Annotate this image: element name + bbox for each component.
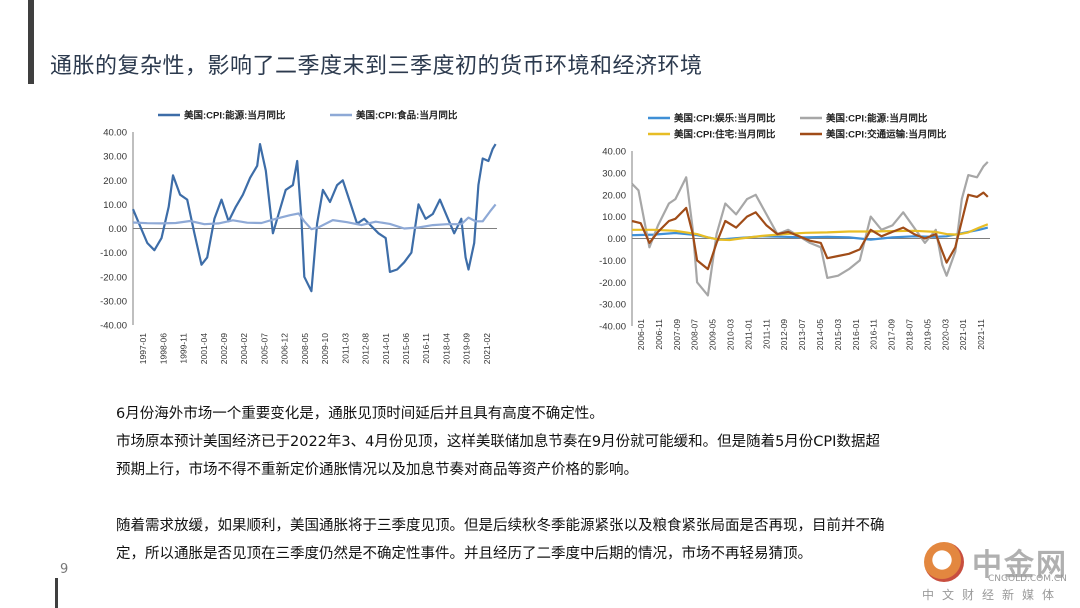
x-tick-label: 2011-01 — [743, 319, 753, 350]
watermark: 中金网 CNGOLD.COM.CN 中文财经新媒体 — [910, 532, 1080, 608]
y-tick-label: 30.00 — [602, 168, 626, 179]
x-tick-label: 2002-09 — [219, 333, 229, 364]
x-tick-label: 2005-07 — [259, 333, 269, 364]
x-tick-label: 2012-09 — [779, 319, 789, 350]
y-tick-label: -40.00 — [599, 322, 626, 333]
x-tick-label: 2015-06 — [401, 333, 411, 364]
series-line — [631, 161, 989, 297]
paragraph-line: 预期上行，市场不得不重新定价通胀情况以及加息节奏对商品等资产价格的影响。 — [116, 462, 638, 478]
x-tick-label: 2006-12 — [280, 333, 290, 364]
x-tick-label: 2018-04 — [441, 333, 451, 364]
y-tick-label: 10.00 — [602, 212, 626, 223]
slide-accent-bar — [28, 0, 34, 84]
paragraph-line: 市场原本预计美国经济已于2022年3、4月份见顶，这样美联储加息节奏在9月份就可… — [116, 434, 880, 450]
brand-logo-icon — [924, 542, 964, 582]
y-tick-label: 20.00 — [602, 190, 626, 201]
x-tick-label: 2019-05 — [922, 319, 932, 350]
y-tick-label: 40.00 — [103, 128, 127, 139]
x-tick-label: 2014-01 — [381, 333, 391, 364]
legend-label: 美国:CPI:住宅:当月同比 — [673, 129, 776, 141]
page-number: 9 — [60, 562, 69, 577]
y-tick-label: -40.00 — [100, 321, 127, 332]
x-tick-label: 2006-01 — [636, 319, 646, 350]
paragraph-line: 6月份海外市场一个重要变化是，通胀见顶时间延后并且具有高度不确定性。 — [116, 406, 604, 422]
paragraph-line: 定，所以通胀是否见顶在三季度仍然是不确定性事件。并且经历了二季度中后期的情况，市… — [116, 546, 812, 562]
x-tick-label: 2019-09 — [462, 333, 472, 364]
legend-label: 美国:CPI:娱乐:当月同比 — [673, 113, 776, 125]
x-tick-label: 1999-11 — [179, 333, 189, 364]
y-tick-label: -30.00 — [100, 296, 127, 307]
series-line — [132, 203, 497, 231]
x-tick-label: 2017-09 — [887, 319, 897, 350]
legend-label: 美国:CPI:交通运输:当月同比 — [825, 129, 947, 141]
y-tick-label: 30.00 — [103, 152, 127, 163]
x-tick-label: 2001-04 — [199, 333, 209, 364]
watermark-brand: 中金网 — [972, 548, 1068, 583]
page-title: 通胀的复杂性，影响了二季度末到三季度初的货币环境和经济环境 — [50, 54, 703, 79]
x-tick-label: 2009-10 — [320, 333, 330, 364]
series-line — [131, 143, 497, 293]
x-tick-label: 2004-02 — [239, 333, 249, 364]
y-tick-label: -20.00 — [599, 278, 626, 289]
y-tick-label: 20.00 — [103, 176, 127, 187]
y-tick-label: 0.00 — [109, 224, 128, 235]
x-tick-label: 2015-03 — [833, 319, 843, 350]
x-tick-label: 2011-11 — [761, 319, 771, 349]
x-tick-label: 2014-05 — [815, 319, 825, 350]
x-tick-label: 2008-07 — [690, 319, 700, 350]
y-tick-label: 0.00 — [608, 234, 627, 245]
x-tick-label: 2009-05 — [708, 319, 718, 350]
x-tick-label: 2016-11 — [869, 319, 879, 350]
x-tick-label: 2008-05 — [300, 333, 310, 364]
y-tick-label: 40.00 — [602, 147, 626, 158]
x-tick-label: 2010-03 — [725, 319, 735, 350]
x-tick-label: 2021-01 — [958, 319, 968, 350]
watermark-url: CNGOLD.COM.CN — [988, 574, 1067, 584]
x-tick-label: 2018-07 — [904, 319, 914, 350]
x-tick-label: 1997-01 — [138, 333, 148, 364]
x-tick-label: 2021-02 — [482, 333, 492, 364]
x-tick-label: 2006-11 — [654, 319, 664, 350]
series-line — [631, 191, 989, 271]
legend-label: 美国:CPI:能源:当月同比 — [183, 110, 286, 122]
x-tick-label: 2016-01 — [851, 319, 861, 350]
y-tick-label: -10.00 — [100, 248, 127, 259]
paragraph-line: 随着需求放缓，如果顺利，美国通胀将于三季度见顶。但是后续秋冬季能源紧张以及粮食紧… — [116, 518, 885, 534]
slide-accent-bar-bottom — [55, 578, 58, 608]
x-tick-label: 2013-07 — [797, 319, 807, 350]
y-tick-label: 10.00 — [103, 200, 127, 211]
x-tick-label: 1998-06 — [158, 333, 168, 364]
legend-label: 美国:CPI:能源:当月同比 — [825, 113, 928, 125]
legend-label: 美国:CPI:食品:当月同比 — [355, 110, 458, 122]
x-tick-label: 2012-08 — [361, 333, 371, 364]
x-tick-label: 2020-03 — [940, 319, 950, 350]
y-tick-label: -30.00 — [599, 300, 626, 311]
x-tick-label: 2007-09 — [672, 319, 682, 350]
watermark-tagline: 中文财经新媒体 — [922, 588, 1063, 602]
y-tick-label: -20.00 — [100, 272, 127, 283]
x-tick-label: 2011-03 — [340, 333, 350, 364]
x-tick-label: 2016-11 — [421, 333, 431, 364]
y-tick-label: -10.00 — [599, 256, 626, 267]
series-line — [632, 223, 989, 242]
x-tick-label: 2021-11 — [976, 319, 986, 350]
